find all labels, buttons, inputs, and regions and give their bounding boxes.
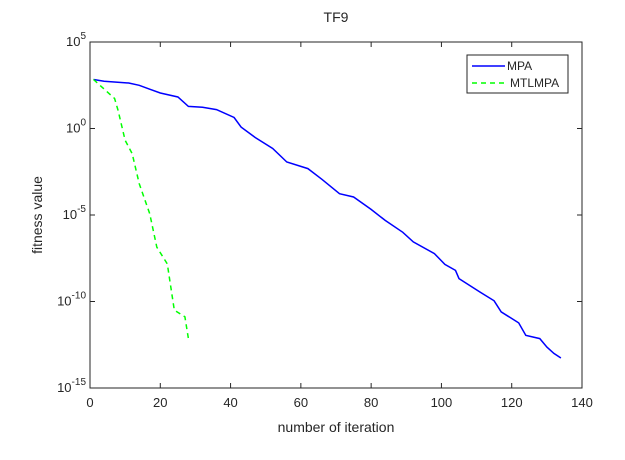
y-tick-label: 100	[66, 118, 86, 136]
x-tick-label: 0	[86, 395, 93, 410]
series-line-mtlmpa	[92, 78, 190, 339]
legend-label-mpa: MPA	[507, 59, 532, 73]
plot-area	[89, 41, 583, 389]
y-tick-label: 10-5	[63, 204, 87, 222]
y-axis-label: fitness value	[29, 176, 45, 254]
y-tick-label: 10-15	[57, 377, 86, 395]
legend: MPA MTLMPA	[466, 54, 569, 94]
chart-title: TF9	[324, 9, 349, 25]
axis-ticks: 0 20 40 60 80 100 120 140 105 100 10-5 10-10 10-15	[57, 31, 593, 410]
x-axis-label: number of iteration	[278, 419, 395, 435]
x-tick-label: 80	[364, 395, 378, 410]
x-tick-label: 60	[294, 395, 308, 410]
legend-box	[466, 54, 569, 94]
series-lines	[92, 78, 562, 359]
x-tick-label: 120	[501, 395, 523, 410]
x-tick-label: 100	[431, 395, 453, 410]
x-tick-label: 140	[571, 395, 593, 410]
x-tick-label: 40	[223, 395, 237, 410]
legend-label-mtlmpa: MTLMPA	[510, 76, 559, 90]
series-line-mpa	[93, 78, 562, 359]
y-tick-label: 105	[66, 31, 86, 49]
x-tick-label: 20	[153, 395, 167, 410]
y-tick-label: 10-10	[57, 291, 86, 309]
